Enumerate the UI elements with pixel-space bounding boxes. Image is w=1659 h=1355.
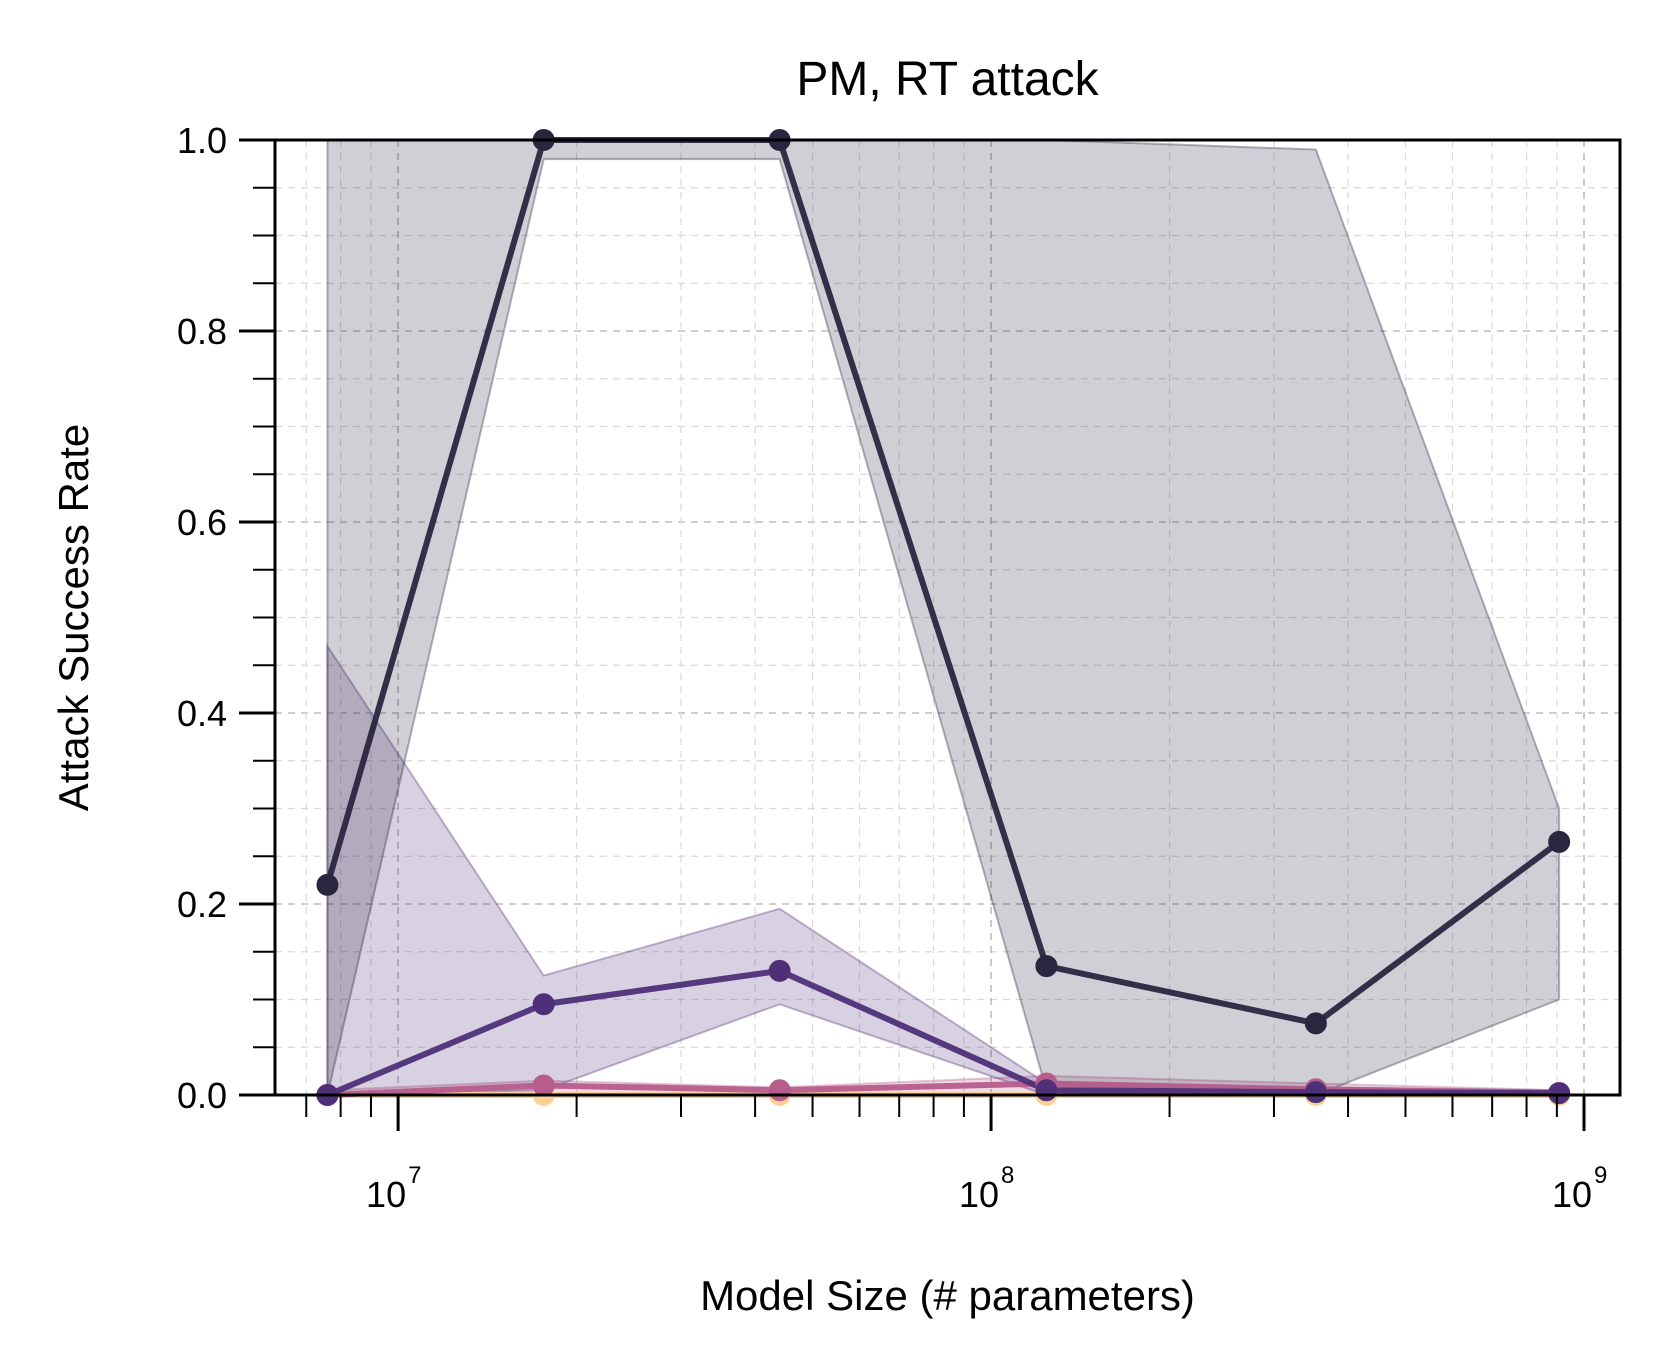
data-point (1548, 830, 1571, 853)
x-tick-label: 10 (959, 1174, 999, 1215)
data-point (1304, 1081, 1327, 1104)
x-tick-label-exponent: 9 (1594, 1162, 1607, 1189)
series-line (324, 137, 1561, 1027)
y-tick-label: 0.6 (177, 502, 227, 543)
y-tick-label: 0.0 (177, 1075, 227, 1116)
y-tick-label: 0.8 (177, 311, 227, 352)
x-axis-label: Model Size (# parameters) (700, 1272, 1195, 1319)
data-point (1035, 955, 1058, 978)
data-point (1548, 1082, 1571, 1105)
data-point (532, 1074, 555, 1097)
data-point (1304, 1012, 1327, 1035)
x-tick-label: 10 (366, 1174, 406, 1215)
x-tick-label: 10 (1552, 1174, 1592, 1215)
data-point (1035, 1079, 1058, 1102)
y-tick-label: 0.4 (177, 693, 227, 734)
grid (275, 139, 1620, 1096)
data-point (316, 873, 339, 896)
y-tick-label: 0.2 (177, 884, 227, 925)
data-point (768, 1079, 791, 1102)
x-tick-label-exponent: 7 (408, 1162, 421, 1189)
x-tick-label-exponent: 8 (1001, 1162, 1014, 1189)
y-tick-label: 1.0 (177, 120, 227, 161)
data-point (532, 993, 555, 1016)
chart-title: PM, RT attack (796, 53, 1099, 106)
axis-ticks (239, 138, 1586, 1131)
axis-tick-labels: 0.00.20.40.60.81.010 7 10 8 10 9 (177, 120, 1607, 1215)
series-line (326, 967, 1560, 1098)
data-point (768, 959, 791, 982)
y-axis-label: Attack Success Rate (50, 424, 97, 812)
